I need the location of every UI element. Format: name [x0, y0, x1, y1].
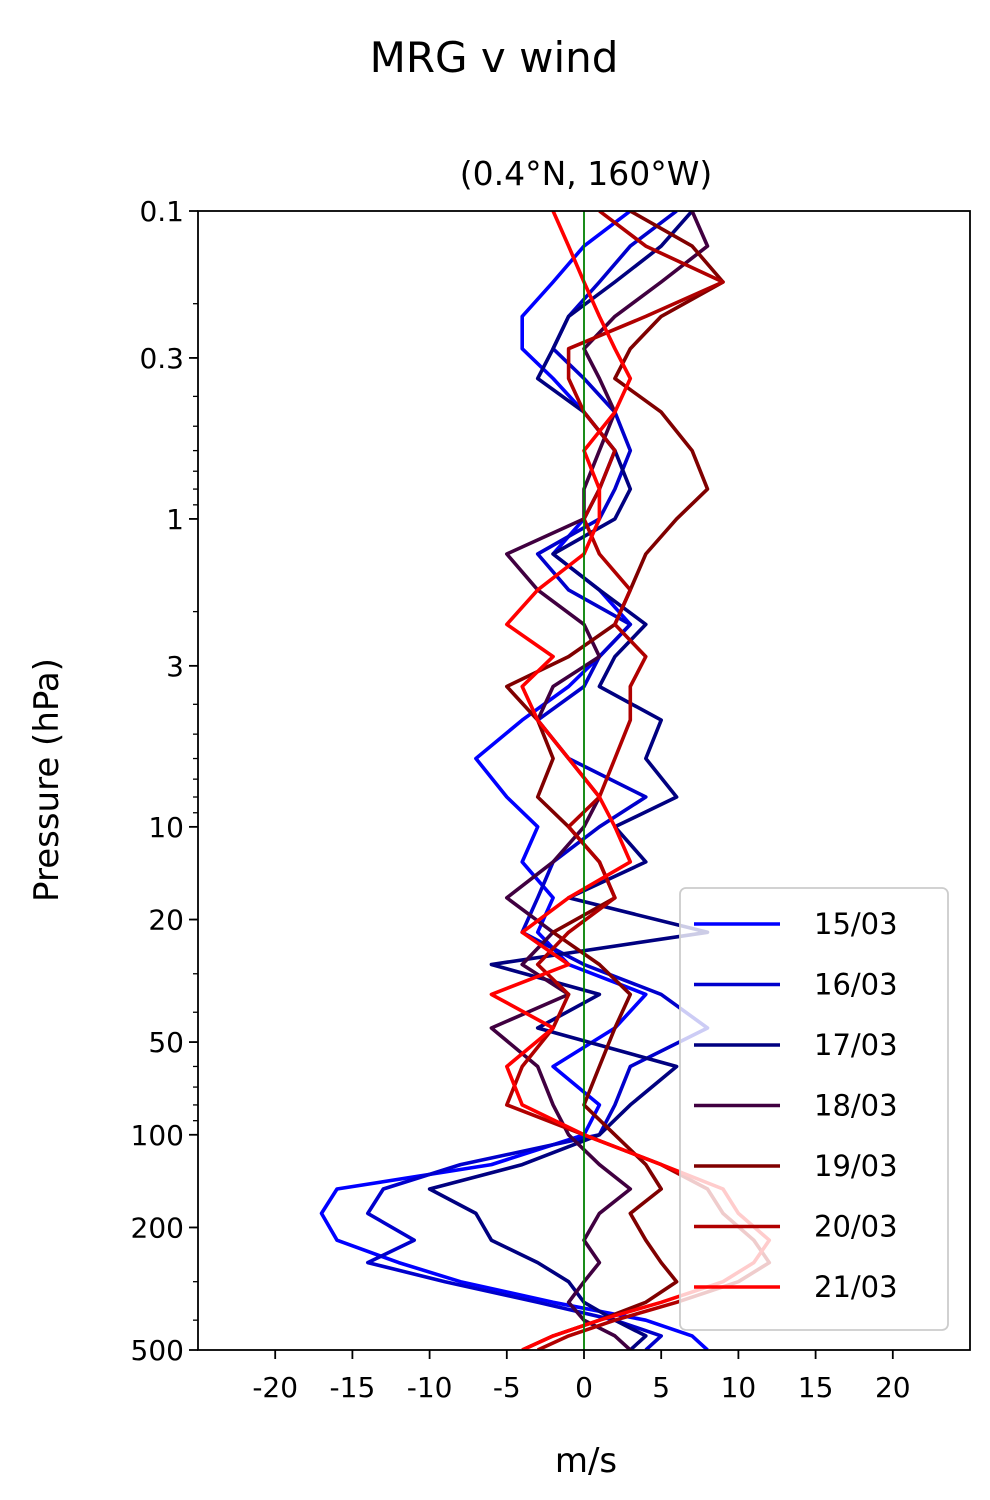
x-tick-label: -15 [330, 1371, 376, 1404]
y-tick-label: 100 [131, 1119, 184, 1152]
x-tick-label: -10 [407, 1371, 453, 1404]
y-tick-label: 50 [148, 1026, 184, 1059]
legend-label: 15/03 [814, 907, 898, 941]
chart-subtitle: (0.4°N, 160°W) [460, 154, 713, 193]
legend-label: 19/03 [814, 1149, 898, 1183]
y-tick-label: 0.1 [139, 195, 184, 228]
x-tick-label: -20 [252, 1371, 298, 1404]
x-tick-label: 5 [652, 1371, 670, 1404]
x-axis-label: m/s [555, 1441, 617, 1481]
legend-label: 16/03 [814, 968, 898, 1002]
axes-group: -20 -15 -10 -5 0 5 10 15 20 0.1 0.3 1 3 10 20 50 100 200 5… [131, 195, 971, 1404]
y-tick-label: 200 [131, 1211, 184, 1244]
chart-title: MRG v wind [370, 33, 619, 82]
y-tick-label: 500 [131, 1334, 184, 1367]
x-tick-label: 20 [875, 1371, 911, 1404]
x-tick-label: 15 [798, 1371, 834, 1404]
series-line-1 [319, 211, 709, 1350]
y-tick-label: 0.3 [139, 342, 184, 375]
legend-label: 21/03 [814, 1270, 898, 1304]
y-tick-label: 3 [166, 650, 184, 683]
x-tick-label: 0 [575, 1371, 593, 1404]
y-tick-label: 20 [148, 904, 184, 937]
x-tick-label: -5 [493, 1371, 521, 1404]
y-axis-label: Pressure (hPa) [27, 658, 67, 902]
y-tick-label: 1 [166, 503, 184, 536]
legend-label: 18/03 [814, 1089, 898, 1123]
series-line-4 [489, 211, 710, 1350]
legend-label: 20/03 [814, 1210, 898, 1244]
legend: 15/03 16/03 17/03 18/03 19/03 20/03 21/03 [679, 887, 949, 1331]
legend-label: 17/03 [814, 1028, 898, 1062]
x-tick-label: 10 [721, 1371, 757, 1404]
legend-box [679, 887, 949, 1331]
y-tick-label: 10 [148, 811, 184, 844]
series-line-2 [365, 211, 710, 1350]
